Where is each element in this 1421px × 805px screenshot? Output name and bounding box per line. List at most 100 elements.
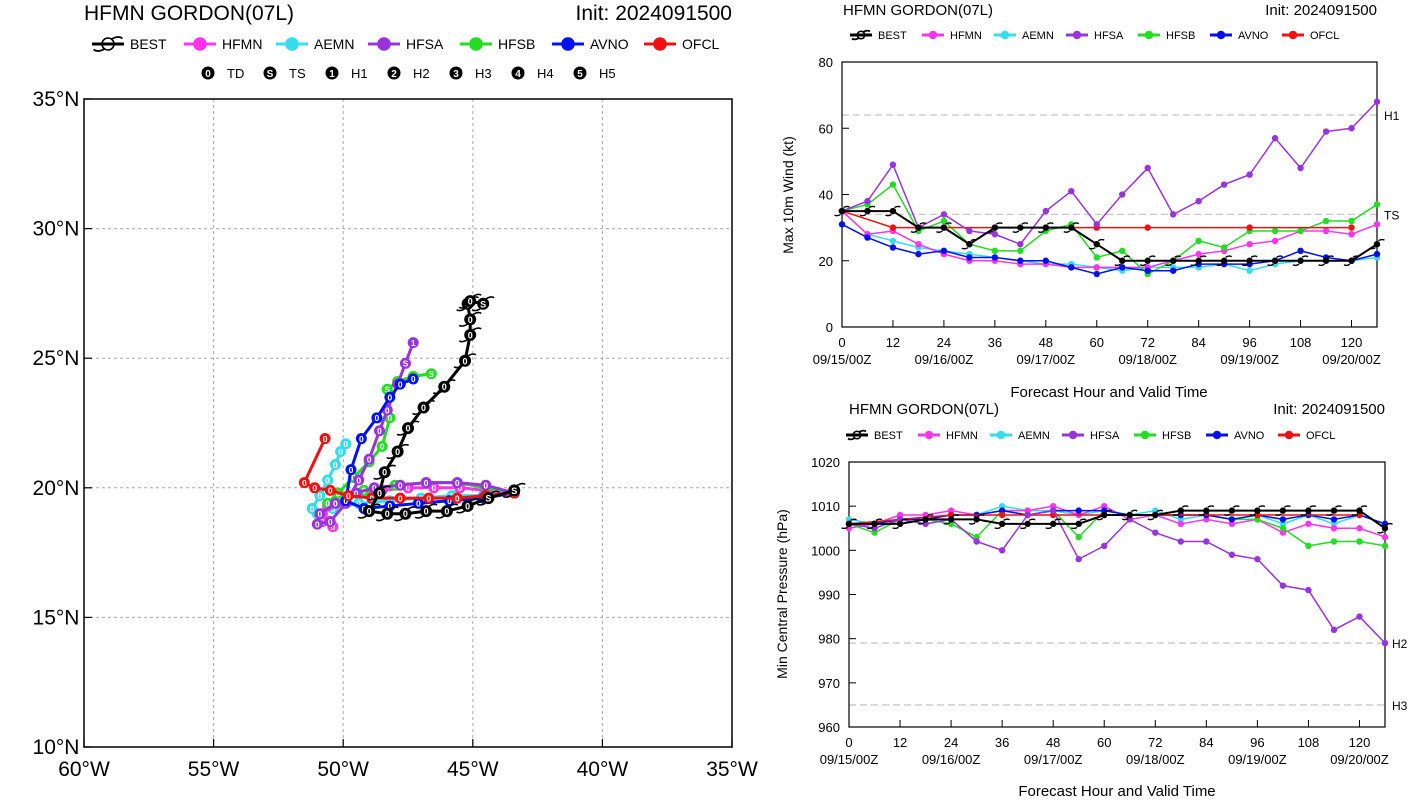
svg-text:0: 0 bbox=[463, 356, 468, 366]
wind-title: HFMN GORDON(07L) bbox=[843, 2, 993, 19]
svg-text:0: 0 bbox=[398, 493, 403, 503]
data-point bbox=[896, 516, 904, 523]
data-point bbox=[1275, 505, 1291, 516]
y-tick-label: 20 bbox=[819, 254, 833, 269]
legend-label-hfmn: HFMN bbox=[946, 430, 978, 442]
data-point bbox=[1292, 255, 1309, 267]
data-point bbox=[1198, 505, 1215, 516]
svg-text:S: S bbox=[485, 494, 491, 504]
track-point: 0 bbox=[412, 497, 424, 509]
track-point: 0 bbox=[322, 474, 334, 486]
track-point: 0 bbox=[373, 464, 397, 480]
data-point bbox=[834, 205, 850, 217]
data-point bbox=[1144, 164, 1151, 172]
data-point bbox=[1381, 533, 1389, 541]
svg-text:0: 0 bbox=[333, 499, 338, 509]
y-tick-label: 980 bbox=[818, 632, 840, 647]
data-point bbox=[1254, 511, 1261, 519]
svg-text:0: 0 bbox=[328, 517, 333, 527]
plot-frame bbox=[848, 461, 1386, 728]
data-point bbox=[1246, 267, 1253, 274]
data-point bbox=[1063, 222, 1080, 233]
data-point bbox=[1049, 507, 1057, 514]
svg-text:0: 0 bbox=[325, 499, 330, 509]
data-point bbox=[1351, 505, 1368, 516]
data-point bbox=[1024, 507, 1031, 514]
data-point bbox=[1019, 518, 1036, 530]
data-point bbox=[994, 518, 1010, 530]
legend-item-aemn: AEMN bbox=[994, 30, 1054, 42]
track-point: 0 bbox=[363, 453, 375, 465]
x-tick-label: 96 bbox=[1250, 735, 1264, 750]
track-title: HFMN GORDON(07L) bbox=[84, 2, 294, 25]
data-point bbox=[864, 234, 871, 241]
data-point bbox=[943, 514, 959, 525]
data-point bbox=[1373, 221, 1381, 228]
data-point bbox=[1088, 238, 1105, 250]
legend-marker-hfsb bbox=[1144, 30, 1154, 40]
x-tick-label: 84 bbox=[1199, 735, 1213, 750]
svg-text:0: 0 bbox=[426, 493, 431, 503]
data-point bbox=[1068, 187, 1075, 195]
track-point: 0 bbox=[412, 399, 435, 416]
data-point bbox=[1381, 639, 1389, 647]
svg-text:0: 0 bbox=[424, 507, 429, 517]
data-point bbox=[1070, 518, 1087, 530]
svg-text:0: 0 bbox=[338, 493, 343, 503]
x-tick-label: 55°W bbox=[188, 758, 240, 781]
series-line-avno bbox=[841, 223, 1378, 275]
svg-text:S: S bbox=[267, 69, 274, 80]
track-point: 0 bbox=[329, 458, 341, 470]
y-tick-label: 35°N bbox=[33, 88, 80, 111]
data-point bbox=[922, 520, 929, 528]
svg-text:0: 0 bbox=[346, 491, 351, 501]
legend-marker-best bbox=[851, 29, 871, 41]
legend-item-hfsb: HFSB bbox=[460, 36, 535, 52]
data-point bbox=[1139, 255, 1156, 267]
svg-text:0: 0 bbox=[310, 504, 315, 514]
svg-text:0: 0 bbox=[483, 481, 488, 491]
track-point: 0 bbox=[298, 477, 310, 489]
data-point bbox=[998, 547, 1006, 554]
svg-text:0: 0 bbox=[385, 509, 390, 519]
svg-text:0: 0 bbox=[372, 483, 377, 493]
data-point bbox=[1172, 505, 1189, 516]
svg-text:0: 0 bbox=[395, 447, 400, 457]
series-hfsa bbox=[845, 507, 1389, 647]
intensity-label: TS bbox=[289, 66, 306, 81]
data-point bbox=[1271, 134, 1279, 142]
track-point: 0 bbox=[394, 378, 406, 390]
series-line-hfsa bbox=[848, 509, 1386, 644]
data-point bbox=[1356, 525, 1363, 532]
data-point bbox=[1369, 238, 1385, 250]
threshold-label: H1 bbox=[1384, 109, 1400, 123]
wind-ylabel: Max 10m Wind (kt) bbox=[780, 136, 796, 253]
data-point bbox=[1195, 197, 1202, 205]
data-point bbox=[864, 197, 871, 205]
data-point bbox=[1075, 507, 1082, 514]
track-point: 0 bbox=[458, 327, 482, 343]
data-point bbox=[1126, 516, 1133, 523]
intensity-label: H3 bbox=[475, 66, 492, 81]
data-point bbox=[1279, 520, 1287, 528]
legend-item-avno: AVNO bbox=[552, 36, 629, 52]
track-point: 0 bbox=[407, 373, 419, 385]
legend-item-hfmn: HFMN bbox=[918, 430, 978, 442]
svg-text:0: 0 bbox=[312, 483, 317, 493]
track-point: 0 bbox=[306, 503, 318, 515]
legend-label-hfsa: HFSA bbox=[406, 36, 444, 52]
data-point bbox=[1343, 255, 1360, 267]
track-point: 0 bbox=[324, 515, 336, 527]
svg-text:0: 0 bbox=[349, 465, 354, 475]
data-point bbox=[1121, 509, 1138, 521]
svg-text:0: 0 bbox=[387, 413, 392, 423]
track-point: S bbox=[471, 296, 495, 312]
data-point bbox=[1356, 538, 1363, 545]
track-point: 0 bbox=[394, 479, 406, 491]
track-point: 1 bbox=[407, 337, 419, 349]
legend-marker-aemn bbox=[996, 430, 1006, 440]
track-point: 0 bbox=[451, 477, 463, 489]
y-tick-label: 1020 bbox=[811, 455, 840, 470]
data-point bbox=[1068, 264, 1075, 271]
